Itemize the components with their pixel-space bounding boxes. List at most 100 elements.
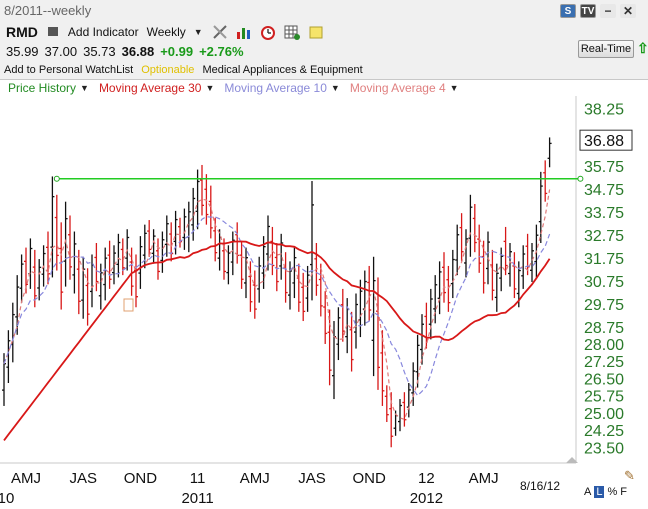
price-bar — [371, 256, 376, 377]
price-bar — [547, 137, 552, 168]
x-tick-label: AMJ — [11, 470, 41, 487]
x-tick-label: JAS — [298, 470, 326, 487]
price-bar — [433, 275, 438, 324]
price-bar — [292, 247, 297, 299]
price-bar — [305, 265, 310, 312]
price-bar — [76, 249, 81, 315]
scale-options: A L % F — [584, 486, 627, 498]
y-tick-label: 26.50 — [584, 371, 624, 388]
x-year-label: 2011 — [181, 490, 213, 507]
minimize-icon[interactable]: − — [600, 4, 616, 18]
price-bar — [142, 224, 147, 269]
price-bar — [164, 215, 169, 257]
price-bar — [217, 229, 222, 271]
tv-icon[interactable]: TV — [580, 4, 596, 18]
price-bar — [340, 288, 345, 342]
price-bar — [235, 222, 240, 264]
price-bar — [81, 256, 86, 319]
grid-add-icon[interactable] — [283, 24, 301, 40]
scroll-up-icon — [566, 457, 578, 463]
scale-fib[interactable]: F — [620, 486, 627, 498]
legend-ma30-label: Moving Average 30 — [98, 81, 202, 95]
toolbar: RMD Add Indicator Weekly ▼ — [6, 22, 325, 42]
price-bar — [90, 254, 94, 308]
price-bar — [420, 314, 424, 365]
ma10-line — [3, 216, 551, 397]
price-bar — [46, 231, 50, 285]
price-bar — [349, 311, 354, 372]
y-tick-label: 23.50 — [584, 440, 624, 457]
legend-ma10-label: Moving Average 10 — [224, 81, 327, 95]
scale-arithmetic[interactable]: A — [584, 486, 592, 498]
price-bar — [24, 247, 28, 294]
price-bar — [310, 181, 314, 301]
y-tick-label: 27.25 — [584, 354, 624, 371]
x-tick-label: AMJ — [240, 470, 270, 487]
legend-ma30[interactable]: Moving Average 30 ▼ — [99, 81, 214, 95]
price-chart[interactable]: 38.25 35.75 34.75 33.75 32.75 31.75 30.75 29.75… — [0, 96, 648, 509]
optionable-label: Optionable — [141, 64, 195, 76]
price-bar — [406, 383, 411, 418]
scale-log[interactable]: L — [594, 486, 605, 498]
add-indicator-button[interactable]: Add Indicator — [67, 25, 139, 39]
symbol-label[interactable]: RMD — [6, 24, 38, 40]
price-bar — [327, 309, 332, 386]
note-icon[interactable] — [307, 24, 325, 40]
price-bar — [252, 270, 257, 319]
price-bar — [120, 238, 125, 276]
industry-label[interactable]: Medical Appliances & Equipment — [202, 64, 363, 76]
price-bar — [477, 224, 482, 273]
price-bar — [490, 249, 495, 301]
price-bar — [200, 164, 204, 216]
legend-price-history[interactable]: Price History ▼ — [8, 81, 89, 95]
quote-row: 35.99 37.00 35.73 36.88 +0.99 +2.76% — [6, 44, 244, 59]
price-bar — [116, 233, 121, 278]
price-bar — [68, 215, 72, 280]
chart-title: 8/2011--weekly — [4, 3, 92, 18]
price-bar — [530, 243, 534, 283]
event-marker-icon — [123, 298, 134, 312]
price-bar — [32, 249, 37, 308]
close-icon[interactable]: ✕ — [620, 4, 636, 18]
resistance-end-handle — [577, 175, 584, 182]
price-bar — [85, 268, 90, 326]
open-price: 35.99 — [6, 44, 39, 59]
price-bar — [10, 302, 15, 363]
price-bar — [538, 171, 543, 243]
scale-percent[interactable]: % — [607, 486, 618, 498]
price-bar — [195, 169, 200, 230]
last-price: 36.88 — [121, 44, 155, 59]
window-controls: S TV − ✕ — [560, 4, 636, 18]
bar-chart-icon[interactable] — [235, 24, 253, 40]
real-time-button[interactable]: Real-Time — [578, 40, 634, 58]
price-bar — [354, 293, 358, 349]
last-price-label: 36.88 — [584, 133, 624, 150]
legend-ma4[interactable]: Moving Average 4 ▼ — [350, 81, 459, 95]
change-percent: +2.76% — [199, 44, 244, 59]
price-bar — [521, 245, 526, 289]
price-bar — [468, 194, 473, 257]
pencil-icon[interactable]: ✎ — [624, 468, 635, 483]
up-arrow-icon: ⇧ — [637, 40, 648, 56]
interval-dropdown[interactable]: Weekly ▼ — [145, 25, 205, 39]
chart-type-icon[interactable] — [44, 24, 62, 40]
price-bar — [37, 259, 42, 301]
x-year-label: 10 — [0, 490, 14, 507]
price-bar — [398, 399, 402, 432]
price-bar — [244, 247, 248, 299]
price-bar — [54, 194, 59, 271]
chart-header: 8/2011--weekly S TV − ✕ RMD Add Indicato… — [0, 0, 648, 80]
stocktwits-icon[interactable]: S — [560, 4, 576, 18]
legend-ma10[interactable]: Moving Average 10 ▼ — [224, 81, 339, 95]
y-tick-label: 28.75 — [584, 320, 624, 337]
add-watchlist-link[interactable]: Add to Personal WatchList — [4, 64, 134, 76]
low-price: 35.73 — [83, 44, 116, 59]
price-bar — [257, 256, 262, 303]
draw-tools-icon[interactable] — [211, 24, 229, 40]
price-bar — [450, 249, 455, 299]
info-row: Add to Personal WatchList Optionable Med… — [4, 64, 363, 76]
last-price-box — [579, 129, 633, 151]
alarm-clock-icon[interactable] — [259, 24, 277, 40]
price-bar — [239, 240, 244, 289]
price-bar — [442, 252, 446, 303]
